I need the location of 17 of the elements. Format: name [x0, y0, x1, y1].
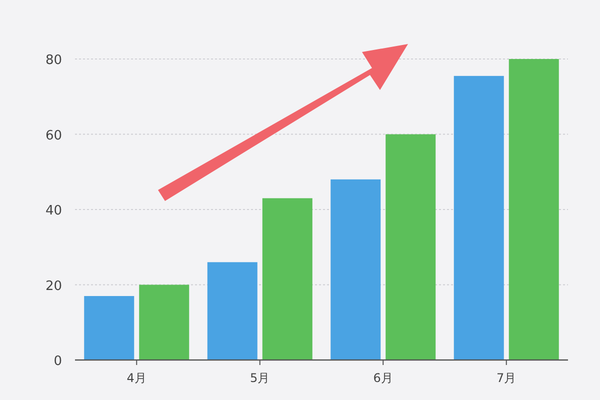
y-tick-label: 0 [54, 354, 62, 369]
y-tick-label: 80 [45, 53, 62, 68]
y-tick-label: 60 [45, 128, 62, 144]
y-tick-label: 20 [45, 278, 62, 294]
bar [207, 262, 258, 360]
x-tick-label: 7月 [496, 371, 516, 385]
bar [84, 296, 134, 360]
bar [330, 179, 381, 360]
bar [454, 76, 504, 360]
y-tick-label: 40 [45, 204, 62, 218]
bar [262, 198, 312, 360]
x-tick-label: 4月 [126, 371, 146, 385]
bar [386, 134, 436, 360]
x-tick-label: 5月 [250, 371, 270, 385]
bar [508, 59, 559, 360]
x-tick-label: 6月 [373, 371, 393, 385]
bar [139, 284, 190, 360]
